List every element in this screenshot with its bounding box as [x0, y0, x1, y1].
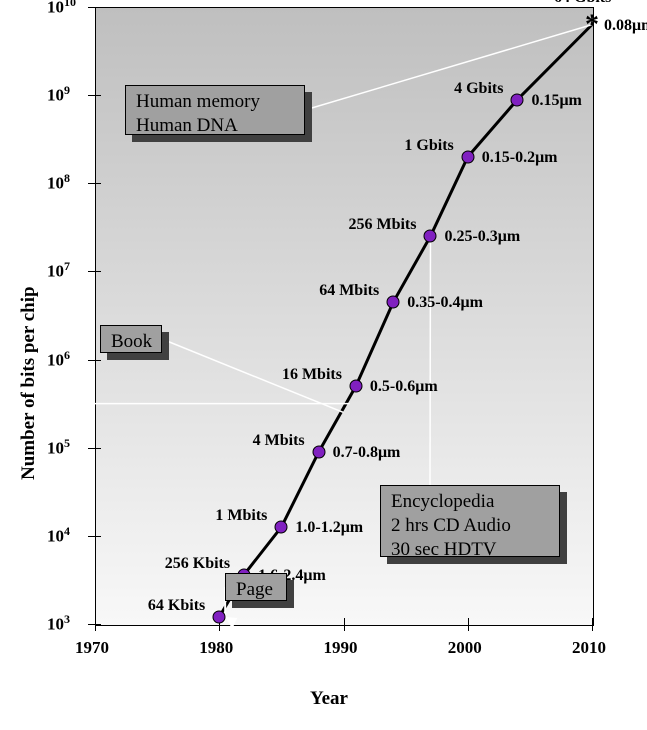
point-label-right: 0.35-0.4μm [407, 294, 483, 312]
y-tick-inner [95, 624, 101, 625]
y-tick-inner [95, 360, 101, 361]
point-label-left: 256 Mbits [348, 216, 416, 234]
point-label-left: 64 Kbits [148, 597, 205, 615]
star-label-right: 0.08μm [604, 17, 647, 35]
y-tick-label: 108 [47, 171, 70, 194]
y-tick-mark [88, 271, 95, 272]
x-tick-label: 2000 [448, 638, 482, 658]
y-tick-inner [95, 183, 101, 184]
point-label-left: 4 Mbits [253, 432, 305, 450]
data-point [511, 93, 524, 106]
y-tick-mark [88, 95, 95, 96]
data-point [424, 230, 437, 243]
data-point [387, 296, 400, 309]
data-point [349, 380, 362, 393]
y-tick-inner [95, 448, 101, 449]
x-tick-mark [344, 624, 345, 631]
x-tick-label: 1970 [75, 638, 109, 658]
x-tick-label: 1980 [199, 638, 233, 658]
x-tick-mark [592, 624, 593, 631]
y-tick-label: 106 [47, 348, 70, 371]
data-point [461, 150, 474, 163]
data-point [275, 521, 288, 534]
point-label-right: 0.15μm [531, 92, 581, 110]
y-tick-mark [88, 624, 95, 625]
x-tick-inner [344, 618, 345, 624]
callout-enc: Encyclopedia2 hrs CD Audio30 sec HDTV [380, 485, 560, 557]
y-tick-mark [88, 183, 95, 184]
data-point [312, 446, 325, 459]
y-tick-mark [88, 448, 95, 449]
point-label-left: 16 Mbits [282, 366, 342, 384]
callout-book: Book [100, 325, 162, 353]
callout-page: Page [225, 573, 287, 601]
point-label-right: 1.0-1.2μm [295, 519, 363, 537]
x-tick-inner [592, 618, 593, 624]
y-tick-label: 104 [47, 524, 70, 547]
x-tick-mark [219, 624, 220, 631]
callout-hm: Human memoryHuman DNA [125, 85, 305, 135]
y-tick-label: 109 [47, 83, 70, 106]
point-label-left: 1 Mbits [215, 507, 267, 525]
x-tick-label: 1990 [324, 638, 358, 658]
x-tick-label: 2010 [572, 638, 606, 658]
x-tick-inner [468, 618, 469, 624]
y-tick-label: 1010 [47, 0, 76, 18]
y-tick-label: 105 [47, 436, 70, 459]
y-tick-label: 107 [47, 259, 70, 282]
x-tick-mark [95, 624, 96, 631]
point-label-right: 0.15-0.2μm [482, 149, 558, 167]
y-tick-inner [95, 271, 101, 272]
point-label-left: 4 Gbits [454, 80, 503, 98]
y-tick-mark [88, 536, 95, 537]
star-label-top: 64 Gbits [554, 0, 611, 7]
y-tick-inner [95, 536, 101, 537]
y-tick-inner [95, 7, 101, 8]
point-label-left: 256 Kbits [165, 555, 230, 573]
x-axis-label: Year [310, 688, 348, 710]
data-point [213, 610, 226, 623]
point-label-left: 64 Mbits [319, 282, 379, 300]
y-tick-inner [95, 95, 101, 96]
point-label-right: 0.25-0.3μm [444, 228, 520, 246]
y-tick-mark [88, 360, 95, 361]
y-tick-label: 103 [47, 612, 70, 635]
point-label-left: 1 Gbits [404, 137, 453, 155]
x-tick-mark [468, 624, 469, 631]
y-tick-mark [88, 7, 95, 8]
point-label-right: 0.5-0.6μm [370, 378, 438, 396]
point-label-right: 0.7-0.8μm [333, 444, 401, 462]
y-axis-label: Number of bits per chip [18, 286, 40, 480]
